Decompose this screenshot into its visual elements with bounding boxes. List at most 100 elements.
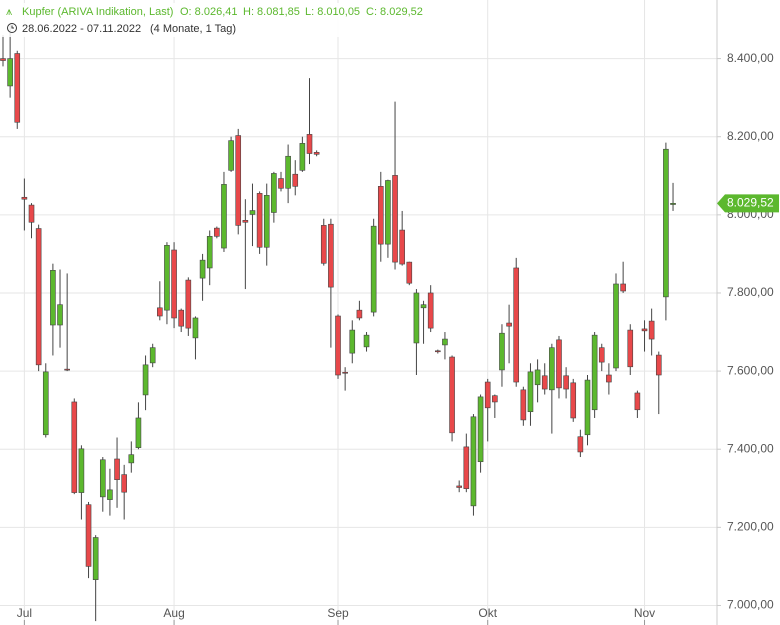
candle-body — [221, 184, 227, 249]
candle-body — [157, 307, 163, 317]
candle-body — [135, 417, 142, 448]
candle-body — [406, 261, 413, 284]
candle-body — [527, 371, 534, 413]
candle-body — [456, 485, 462, 488]
candle-body — [556, 339, 562, 389]
clock-hands — [11, 25, 14, 29]
candle-body — [14, 53, 21, 123]
candle-body — [299, 143, 306, 171]
candle-body — [249, 210, 256, 215]
candle-body — [420, 304, 427, 309]
candle-body — [392, 175, 398, 263]
candle-body — [648, 320, 655, 340]
candle-body — [584, 379, 591, 436]
candle-body — [492, 395, 498, 403]
high-label: H: 8.081,85 — [243, 6, 300, 18]
y-tick-label: 8.400,00 — [727, 51, 774, 65]
candle-body — [499, 332, 505, 371]
x-tick-label: Okt — [478, 606, 497, 620]
candle-body — [356, 309, 363, 319]
instrument: Kupfer (ARIVA Indikation, Last) — [22, 6, 173, 18]
x-tick-label: Aug — [163, 606, 184, 620]
candle-body — [513, 267, 520, 383]
candle-body — [449, 356, 455, 434]
candle-body — [149, 347, 156, 364]
candle-body — [313, 152, 320, 155]
candle-body — [306, 134, 313, 154]
candle-body — [242, 220, 249, 223]
candle-body — [121, 474, 127, 493]
candle-body — [399, 229, 405, 265]
candle-body — [598, 347, 605, 363]
candle-body — [50, 270, 56, 326]
candle-body — [484, 381, 491, 409]
candle-body — [534, 369, 541, 386]
candle-body — [42, 371, 49, 436]
candle-body — [7, 58, 13, 87]
candle-body — [256, 193, 263, 248]
candle-body — [349, 329, 356, 354]
candle-body — [363, 334, 370, 348]
candle-body — [171, 249, 177, 319]
close-label: C: 8.029,52 — [366, 6, 423, 18]
candle-body — [413, 292, 420, 344]
y-tick-label: 8.200,00 — [727, 129, 774, 143]
candle-body — [520, 389, 527, 421]
low-label: L: 8.010,05 — [305, 6, 360, 18]
candle-body — [85, 504, 92, 567]
candle-body — [606, 374, 612, 383]
y-tick-label: 7.800,00 — [727, 285, 774, 299]
candle-body — [613, 283, 619, 369]
candle-body — [641, 328, 648, 332]
candle-body — [278, 178, 284, 189]
candle-body — [35, 228, 42, 366]
candle-body — [142, 364, 149, 396]
candle-body — [328, 223, 334, 288]
candle-body — [670, 203, 676, 205]
candle-body — [263, 195, 270, 248]
grid — [0, 0, 717, 625]
candle-body — [427, 292, 434, 329]
candle-body — [463, 446, 470, 489]
last-price-tag — [717, 194, 779, 213]
x-tick-label: Jul — [17, 606, 32, 620]
candle-body — [21, 196, 28, 200]
candle-body — [128, 454, 135, 464]
candle-body — [114, 458, 120, 480]
candle-body — [620, 283, 626, 292]
candle-body — [199, 259, 206, 279]
candle-body — [206, 236, 213, 269]
candle-body — [634, 392, 641, 411]
candle-body — [370, 225, 377, 313]
last-price-label: 8.029,52 — [727, 195, 774, 209]
open-label: O: 8.026,41 — [180, 6, 238, 18]
date-range: 28.06.2022 - 07.11.2022 — [22, 23, 141, 35]
clock-icon — [7, 23, 17, 33]
candle-body — [78, 448, 85, 493]
candle-body — [228, 140, 234, 171]
candle-body — [655, 354, 662, 376]
candle-body — [627, 329, 634, 368]
candle-body — [57, 304, 63, 326]
candle-body — [92, 537, 99, 580]
header-bg — [2, 3, 422, 37]
candle-body — [506, 322, 512, 327]
candle-body — [320, 225, 327, 264]
candle-body — [577, 436, 584, 453]
y-tick-label: 7.200,00 — [727, 520, 774, 534]
candle-body — [563, 375, 569, 390]
candle-body — [435, 350, 441, 353]
candle-body — [192, 317, 199, 339]
candle-body — [377, 186, 384, 245]
candle-body — [107, 489, 113, 500]
candle-body — [214, 227, 220, 237]
candle-body — [549, 347, 555, 391]
candle-body — [470, 416, 477, 507]
candle-body — [477, 396, 484, 463]
date-span: (4 Monate, 1 Tag) — [150, 23, 236, 35]
candle-body — [64, 368, 70, 371]
candle-body — [178, 309, 184, 327]
candle-body — [385, 180, 391, 245]
candle-body — [99, 459, 106, 498]
